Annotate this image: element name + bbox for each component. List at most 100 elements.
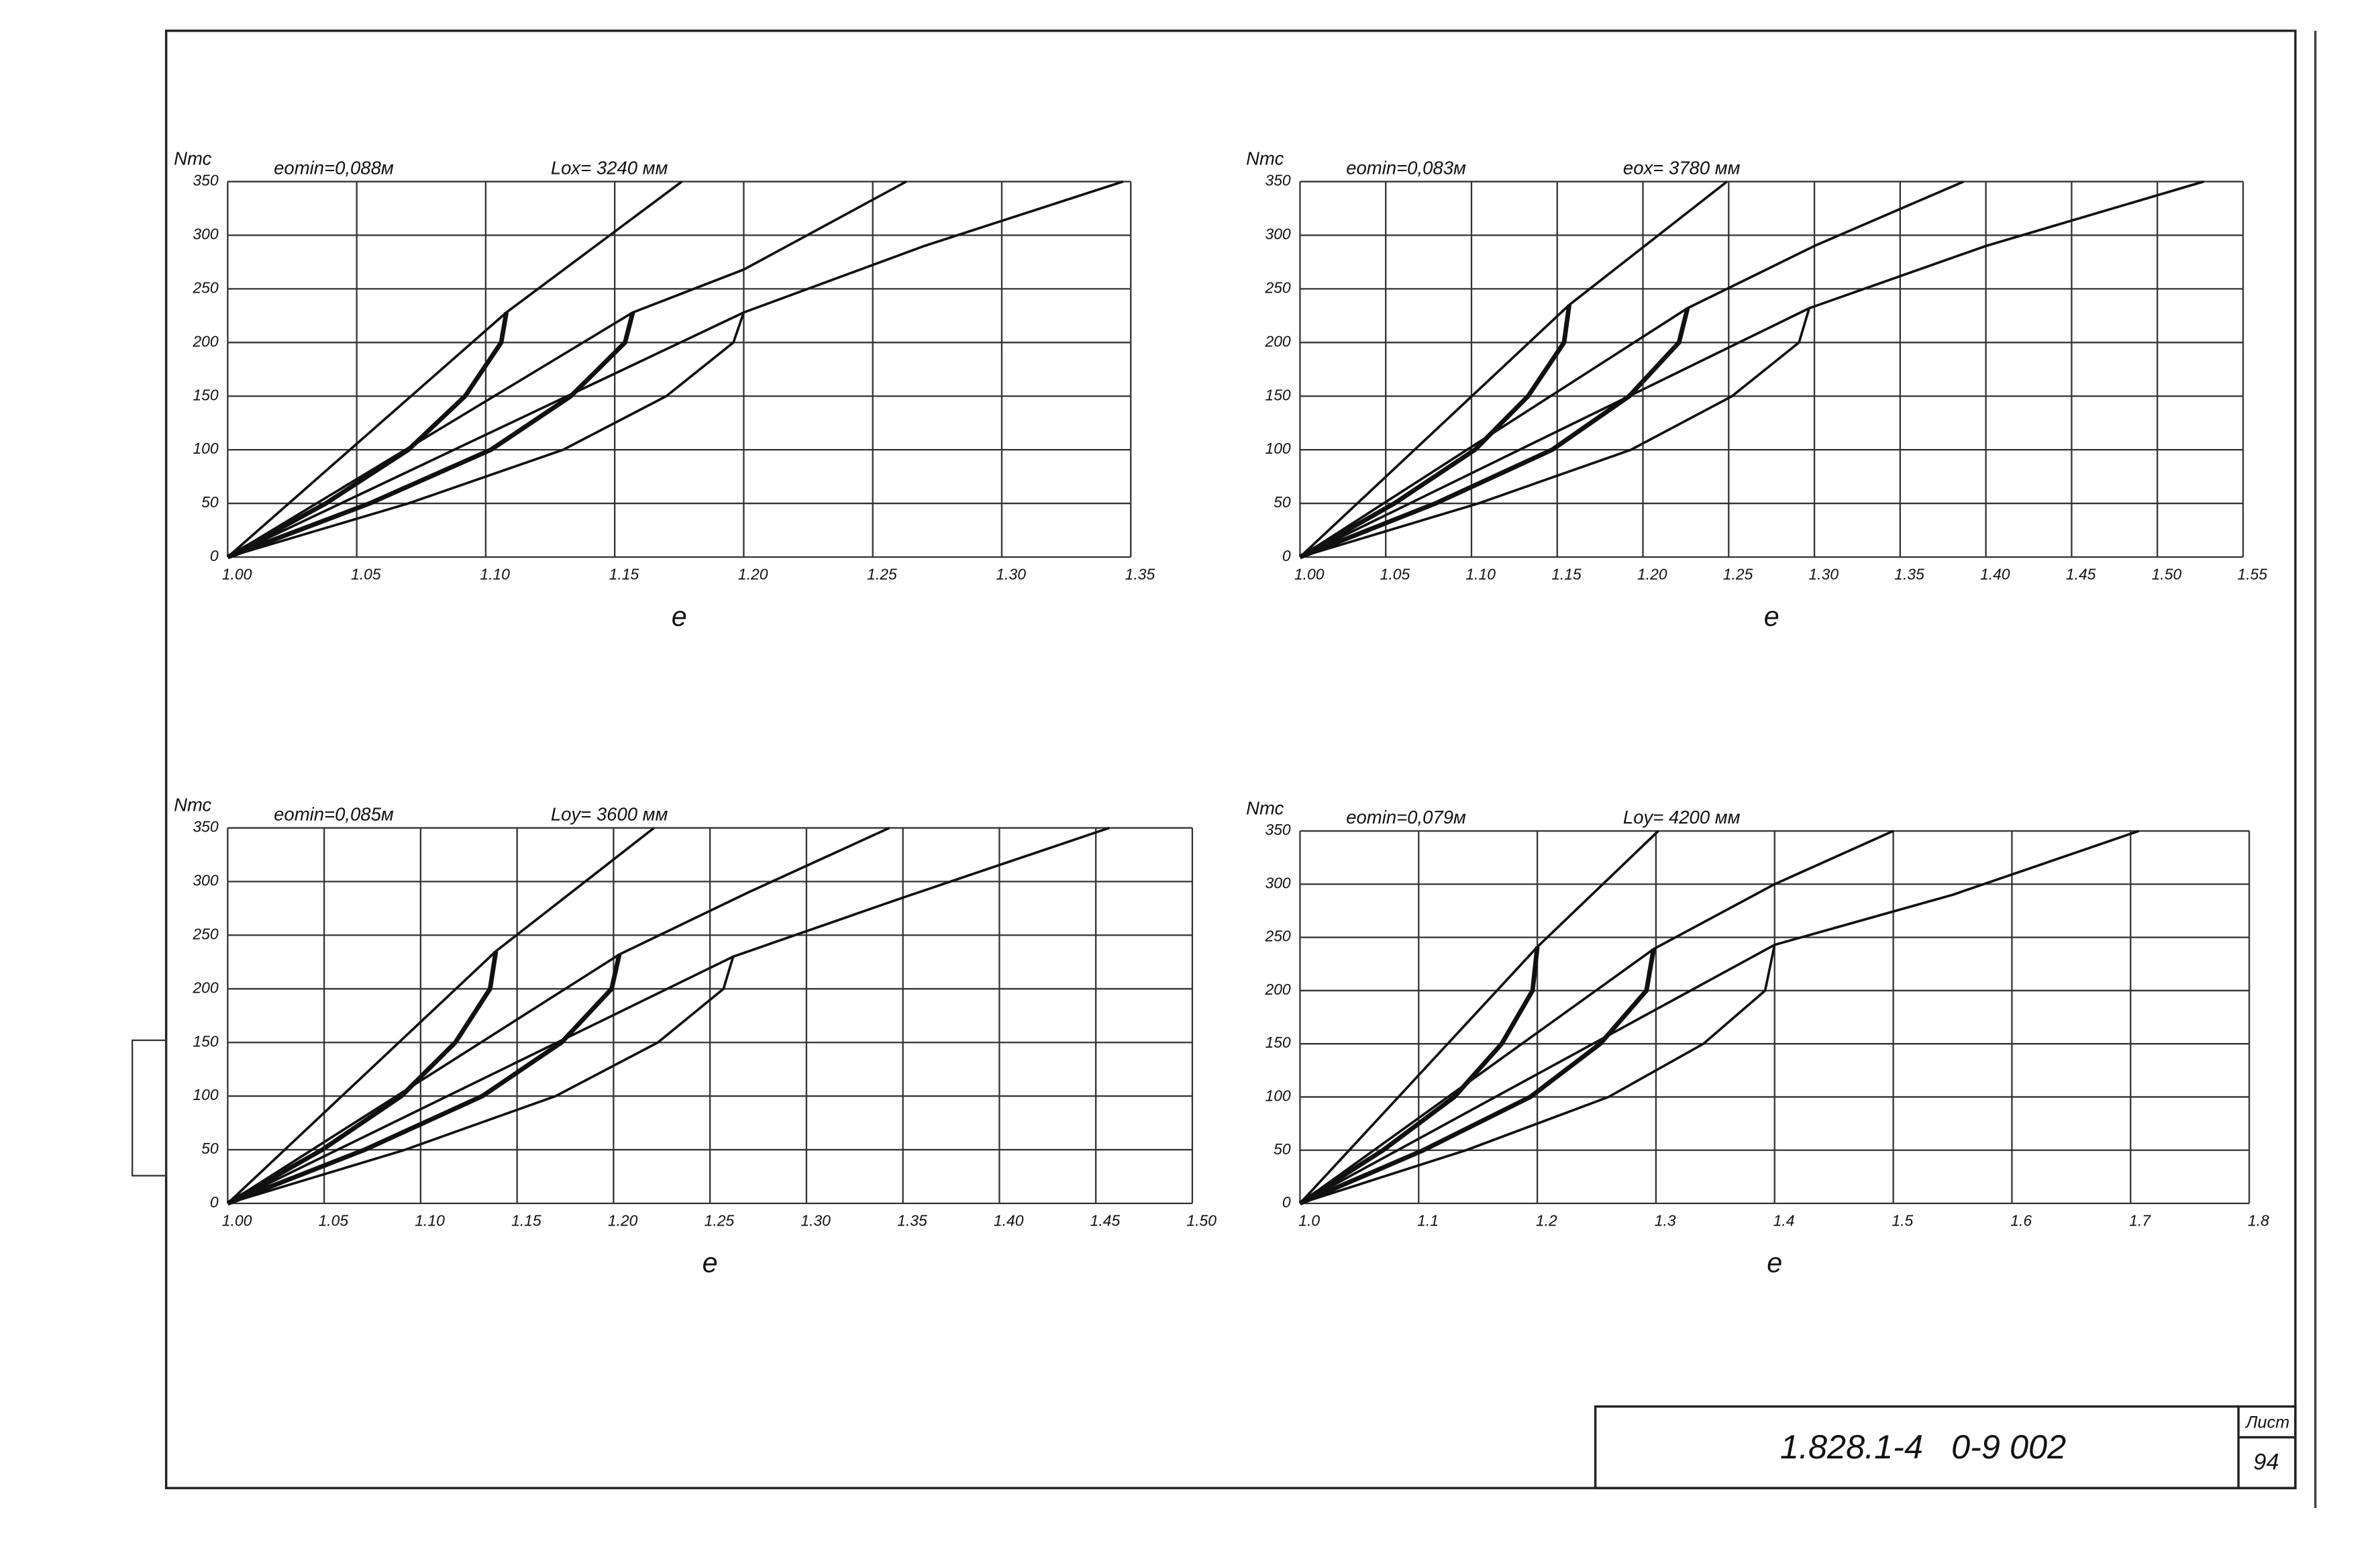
x-tick-label: 1.50 [1186,1212,1217,1230]
y-tick-label: 250 [1264,928,1290,945]
x-tick-label: 1.20 [1637,566,1667,583]
curve [1299,944,1776,1205]
y-axis-label: Nтс [174,148,211,169]
curve [227,826,890,1205]
y-tick-label: 50 [201,493,219,511]
x-tick-label: 1.2 [1536,1212,1557,1230]
y-tick-label: 150 [1265,1034,1290,1051]
x-tick-label: 1.0 [1298,1212,1320,1230]
curve [227,956,735,1205]
x-tick-label: 1.10 [1465,566,1496,583]
curve [1299,307,1811,558]
y-tick-label: 150 [193,386,218,403]
x-tick-label: 1.25 [867,566,897,583]
x-tick-label: 1.15 [1551,566,1582,583]
x-tick-label: 1.05 [351,566,381,583]
curve [1299,948,1656,1206]
y-tick-label: 350 [1265,821,1290,838]
y-tick-label: 350 [193,818,218,836]
curve [227,826,1110,1205]
curve [1299,830,1659,1205]
y-tick-label: 100 [193,440,218,457]
curve [1299,180,2204,558]
x-tick-label: 1.30 [1809,566,1839,583]
side-box [132,1039,167,1177]
curve [1299,181,1728,558]
x-tick-label: 1.10 [480,566,510,583]
x-tick-label: 1.55 [2237,566,2267,583]
curve [226,950,499,1205]
x-tick-label: 1.45 [1090,1212,1121,1230]
sheet-label: Лист [2244,1413,2289,1432]
x-tick-label: 1.15 [609,566,639,583]
y-tick-label: 0 [1282,1193,1291,1211]
x-tick-label: 1.50 [2152,566,2182,583]
y-tick-label: 200 [1264,981,1290,998]
y-tick-label: 50 [1274,493,1291,511]
x-tick-label: 1.25 [705,1212,735,1230]
x-tick-label: 1.25 [1723,566,1753,583]
chart-title: eomin=0,079м [1346,807,1466,828]
curve [1299,830,2140,1205]
y-tick-label: 350 [1265,172,1290,189]
x-tick-label: 1.35 [1894,566,1924,583]
x-axis-label: e [703,1248,718,1279]
y-tick-label: 50 [201,1140,219,1157]
y-tick-label: 250 [192,279,218,296]
chart-subtitle: eox= 3780 мм [1623,157,1741,178]
y-axis-label: Nтс [1246,797,1284,818]
x-tick-label: 1.00 [222,1212,252,1230]
x-tick-label: 1.10 [415,1212,445,1230]
chart-subtitle: Lox= 3240 мм [551,157,668,178]
x-tick-label: 1.30 [996,566,1026,583]
y-tick-label: 0 [210,1193,219,1211]
y-tick-label: 200 [1264,332,1290,350]
y-tick-label: 300 [1265,226,1290,243]
curve [227,311,745,558]
y-tick-label: 0 [1282,547,1291,564]
x-axis-label: e [1764,601,1779,632]
x-axis-label: e [1767,1248,1782,1279]
x-tick-label: 1.45 [2066,566,2096,583]
sheet-frame [164,30,2297,1489]
curve [1299,830,1894,1205]
curve [227,954,622,1206]
y-tick-label: 300 [193,872,218,889]
x-tick-label: 1.20 [738,566,768,583]
curve [226,311,509,560]
chart-title: eomin=0,083м [1346,157,1466,178]
x-tick-label: 1.3 [1655,1212,1676,1230]
curve [227,827,655,1205]
x-tick-label: 1.35 [897,1212,927,1230]
y-tick-label: 100 [193,1086,218,1103]
chart-title: eomin=0,085м [274,803,394,824]
y-tick-label: 200 [192,332,218,350]
chart-subtitle: Loy= 4200 мм [1623,807,1741,828]
y-tick-label: 150 [193,1032,218,1050]
y-tick-label: 300 [193,226,218,243]
x-tick-label: 1.00 [222,566,252,583]
chart-title: eomin=0,088м [274,157,394,178]
curve [227,180,1124,558]
x-tick-label: 1.20 [608,1212,638,1230]
y-tick-label: 350 [193,172,218,189]
x-tick-label: 1.5 [1892,1212,1913,1230]
x-tick-label: 1.30 [800,1212,831,1230]
y-tick-label: 250 [192,925,218,942]
x-tick-label: 1.05 [319,1212,349,1230]
curve [227,311,635,560]
x-tick-label: 1.6 [2010,1212,2032,1230]
x-tick-label: 1.4 [1773,1212,1795,1230]
curve [1299,307,1690,560]
curve [1298,946,1540,1205]
x-tick-label: 1.40 [1980,566,2010,583]
curve [1298,304,1572,559]
y-tick-label: 100 [1265,440,1290,457]
y-tick-label: 50 [1274,1140,1291,1158]
sheet-number: 94 [2253,1450,2279,1475]
y-tick-label: 300 [1265,874,1290,891]
y-tick-label: 100 [1265,1087,1290,1105]
x-tick-label: 1.40 [994,1212,1024,1230]
